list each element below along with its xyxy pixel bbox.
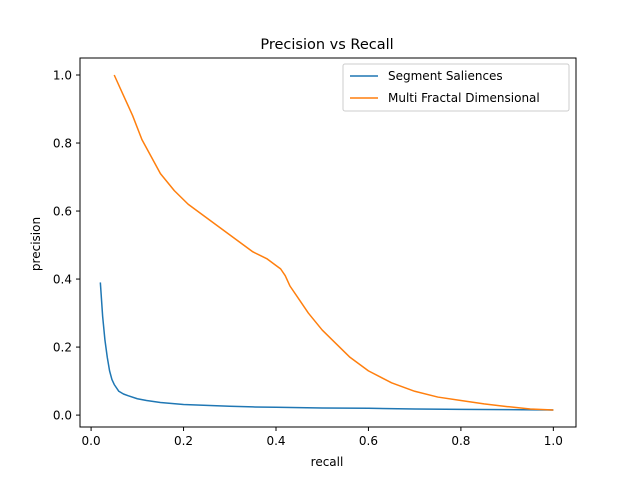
x-tick-label: 1.0 (544, 434, 563, 448)
x-axis-ticks: 0.0 0.2 0.4 0.6 0.8 1.0 (82, 427, 563, 448)
legend-label-multi-fractal-dimensional: Multi Fractal Dimensional (388, 91, 540, 105)
y-tick-label: 0.0 (53, 409, 72, 423)
legend: Segment Saliences Multi Fractal Dimensio… (342, 63, 570, 112)
y-axis-label: precision (29, 217, 43, 271)
x-tick-label: 0.6 (359, 434, 378, 448)
x-tick-label: 0.2 (174, 434, 193, 448)
series-line-segment-saliences (99, 282, 554, 411)
x-tick-label: 0.0 (82, 434, 101, 448)
y-tick-label: 0.4 (53, 273, 72, 287)
axes-frame (79, 57, 577, 428)
x-tick-label: 0.8 (451, 434, 470, 448)
y-axis-ticks: 0.0 0.2 0.4 0.6 0.8 1.0 (53, 69, 80, 423)
y-tick-label: 1.0 (53, 69, 72, 83)
x-axis-label: recall (311, 455, 344, 469)
chart-title: Precision vs Recall (260, 37, 393, 53)
y-tick-label: 0.2 (53, 341, 72, 355)
x-tick-label: 0.4 (266, 434, 285, 448)
y-tick-label: 0.6 (53, 205, 72, 219)
series-layer (99, 74, 554, 411)
series-line-multi-fractal-dimensional (113, 74, 554, 411)
y-tick-label: 0.8 (53, 137, 72, 151)
legend-label-segment-saliences: Segment Saliences (388, 69, 503, 83)
legend-box (342, 63, 570, 112)
